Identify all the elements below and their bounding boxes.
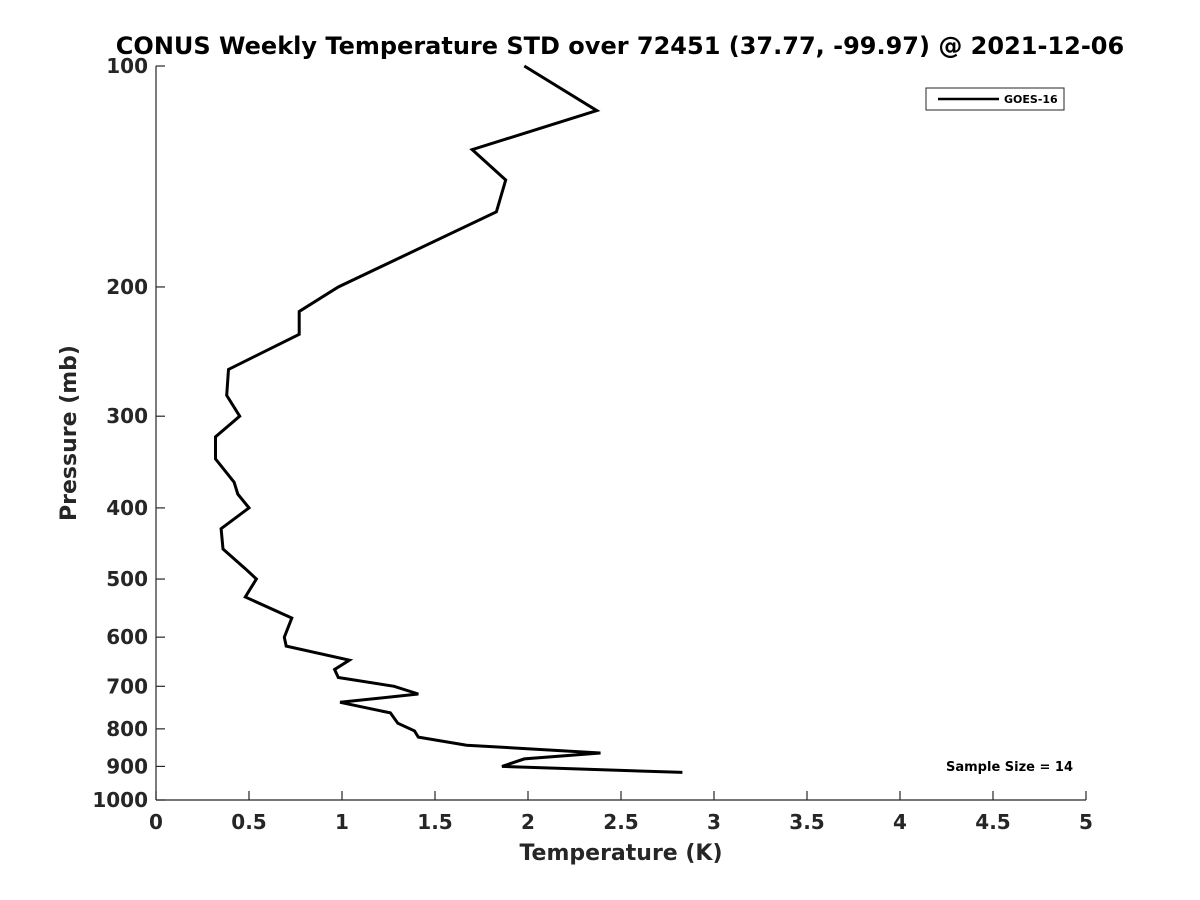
x-tick-label: 1 bbox=[335, 810, 349, 834]
legend-label-goes-16: GOES-16 bbox=[1004, 93, 1058, 106]
x-tick-label: 3 bbox=[707, 810, 721, 834]
y-tick-label: 1000 bbox=[92, 788, 148, 812]
y-axis-label: Pressure (mb) bbox=[57, 345, 82, 521]
x-tick-label: 0.5 bbox=[231, 810, 266, 834]
x-axis-label: Temperature (K) bbox=[519, 841, 722, 866]
y-tick-label: 200 bbox=[106, 275, 148, 299]
y-tick-label: 800 bbox=[106, 717, 148, 741]
y-tick-label: 100 bbox=[106, 54, 148, 78]
series-layer bbox=[214, 64, 683, 774]
x-tick-label: 2.5 bbox=[603, 810, 638, 834]
x-tick-label: 2 bbox=[521, 810, 535, 834]
series-line-goes-16 bbox=[214, 64, 683, 774]
x-tick-label: 4 bbox=[893, 810, 907, 834]
y-tick-label: 700 bbox=[106, 674, 148, 698]
y-tick-label: 600 bbox=[106, 625, 148, 649]
axes bbox=[155, 66, 1086, 801]
y-tick-label: 500 bbox=[106, 567, 148, 591]
y-tick-label: 900 bbox=[106, 754, 148, 778]
chart-title: CONUS Weekly Temperature STD over 72451 … bbox=[116, 32, 1124, 60]
y-tick-label: 300 bbox=[106, 404, 148, 428]
x-tick-label: 5 bbox=[1079, 810, 1093, 834]
x-tick-label: 1.5 bbox=[417, 810, 452, 834]
x-ticks: 0 0.5 1 1.5 2 2.5 3 3.5 4 4.5 5 bbox=[149, 791, 1093, 834]
x-tick-label: 4.5 bbox=[975, 810, 1010, 834]
sample-size-annotation: Sample Size = 14 bbox=[946, 760, 1073, 775]
legend: GOES-16 bbox=[925, 87, 1065, 111]
x-tick-label: 3.5 bbox=[789, 810, 824, 834]
y-ticks: 100 200 300 400 500 600 700 800 900 1000 bbox=[92, 54, 165, 812]
x-tick-label: 0 bbox=[149, 810, 163, 834]
y-tick-label: 400 bbox=[106, 496, 148, 520]
